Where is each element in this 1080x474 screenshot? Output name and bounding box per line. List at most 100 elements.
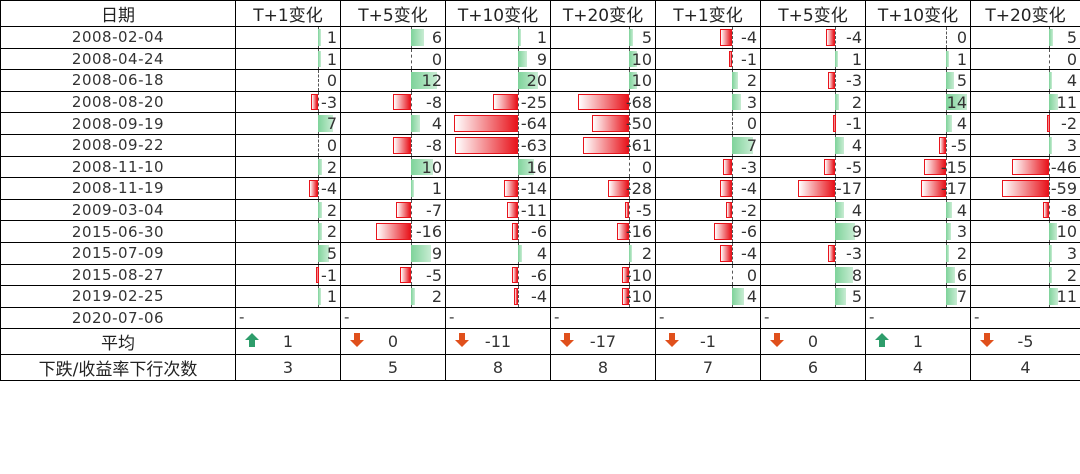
empty-dash: - [869,307,875,326]
zero-axis [946,178,947,199]
value-cell: 2 [550,241,656,265]
average-value: 0 [807,332,819,352]
value-cell: 10 [550,69,656,92]
positive-bar [946,223,951,240]
zero-axis [518,178,519,199]
negative-bar [729,50,732,68]
value-cell: 8 [760,263,866,287]
cell-value: 0 [956,28,967,47]
value-cell: 4 [445,241,551,265]
cell-value: -4 [531,287,547,307]
data-table: 日期 T+1变化 T+5变化 T+10变化 T+20变化 T+1变化 T+5变化… [0,0,1080,382]
value-cell: -10 [550,263,656,287]
value-cell: 5 [865,69,971,92]
average-value: 1 [282,332,294,352]
average-cell: 0 [760,328,866,356]
cell-value: -2 [1061,114,1077,134]
value-cell: 4 [340,112,446,135]
value-cell: 0 [970,47,1080,71]
value-cell: 1 [340,177,446,200]
value-cell: 3 [655,90,761,114]
average-value: -1 [700,332,716,352]
zero-axis [629,199,630,221]
value-cell: -3 [235,90,341,114]
decline-count-cell: 7 [655,354,761,382]
cell-value: 2 [851,92,862,112]
cell-value: 6 [956,265,967,285]
cell-value: -6 [741,222,757,242]
value-cell: -5 [550,198,656,222]
value-cell: 0 [655,112,761,135]
zero-axis [835,242,836,264]
cell-value: -6 [531,265,547,285]
positive-bar [1049,72,1053,89]
value-cell: -2 [655,198,761,222]
negative-bar [720,180,732,197]
value-cell: -6 [445,220,551,243]
down-arrow-icon [455,333,469,348]
negative-bar [393,93,411,111]
positive-bar [946,201,952,219]
negative-bar [1001,180,1049,197]
zero-axis [518,264,519,286]
value-cell: 1 [235,285,341,308]
cell-value: 3 [1066,243,1077,263]
negative-bar [512,266,518,284]
positive-bar [411,29,425,46]
positive-bar [732,93,741,111]
zero-axis [318,70,319,91]
zero-axis [629,91,630,113]
column-header: T+20变化 [550,0,656,27]
date-cell: 2008-09-22 [0,133,236,157]
cell-value: -11 [520,200,547,220]
cell-value: -6 [531,222,547,242]
cell-value: -68 [625,92,652,112]
value-cell: 7 [655,133,761,157]
cell-value: -16 [625,222,652,242]
cell-value: -1 [321,265,337,285]
value-cell: -14 [445,177,551,200]
value-cell: -5 [865,133,971,157]
cell-value: -4 [846,28,862,47]
negative-bar [507,201,518,219]
cell-value: -17 [835,179,862,199]
value-cell: -6 [655,220,761,243]
value-cell: 10 [340,155,446,179]
value-cell: 1 [235,47,341,71]
positive-bar [946,72,954,89]
cell-value: -61 [625,135,652,155]
value-cell: - [340,306,446,330]
cell-value: -4 [741,243,757,263]
value-cell: 0 [550,155,656,179]
cell-value: -5 [636,200,652,220]
zero-axis [732,27,733,48]
cell-value: 3 [746,92,757,112]
negative-bar [920,180,946,197]
decline-count-cell: 6 [760,354,866,382]
value-cell: -4 [655,241,761,265]
column-header: T+1变化 [235,0,341,27]
cell-value: 9 [536,49,547,69]
cell-value: 14 [946,92,967,112]
value-cell: 2 [235,155,341,179]
value-cell: -8 [340,90,446,114]
cell-value: -8 [426,135,442,155]
table-row: 2020-07-06- - - - - - - - [0,306,1080,330]
positive-bar [518,29,521,46]
value-cell: 2 [235,220,341,243]
value-cell: 2 [655,69,761,92]
negative-bar [621,266,629,284]
date-cell: 2008-11-19 [0,177,236,200]
cell-value: 3 [1066,135,1077,155]
zero-axis [411,48,412,70]
cell-value: 10 [421,157,442,177]
zero-axis [411,221,412,242]
table-row: 2008-11-19 -4 1 -14 -28 -4 -17 -17 -59 [0,177,1080,200]
down-arrow-icon [350,333,364,348]
cell-value: -8 [1061,200,1077,220]
empty-dash: - [974,307,980,326]
cell-value: -50 [625,114,652,134]
average-cell: -11 [445,328,551,356]
value-cell: -7 [340,198,446,222]
negative-bar [583,136,629,154]
